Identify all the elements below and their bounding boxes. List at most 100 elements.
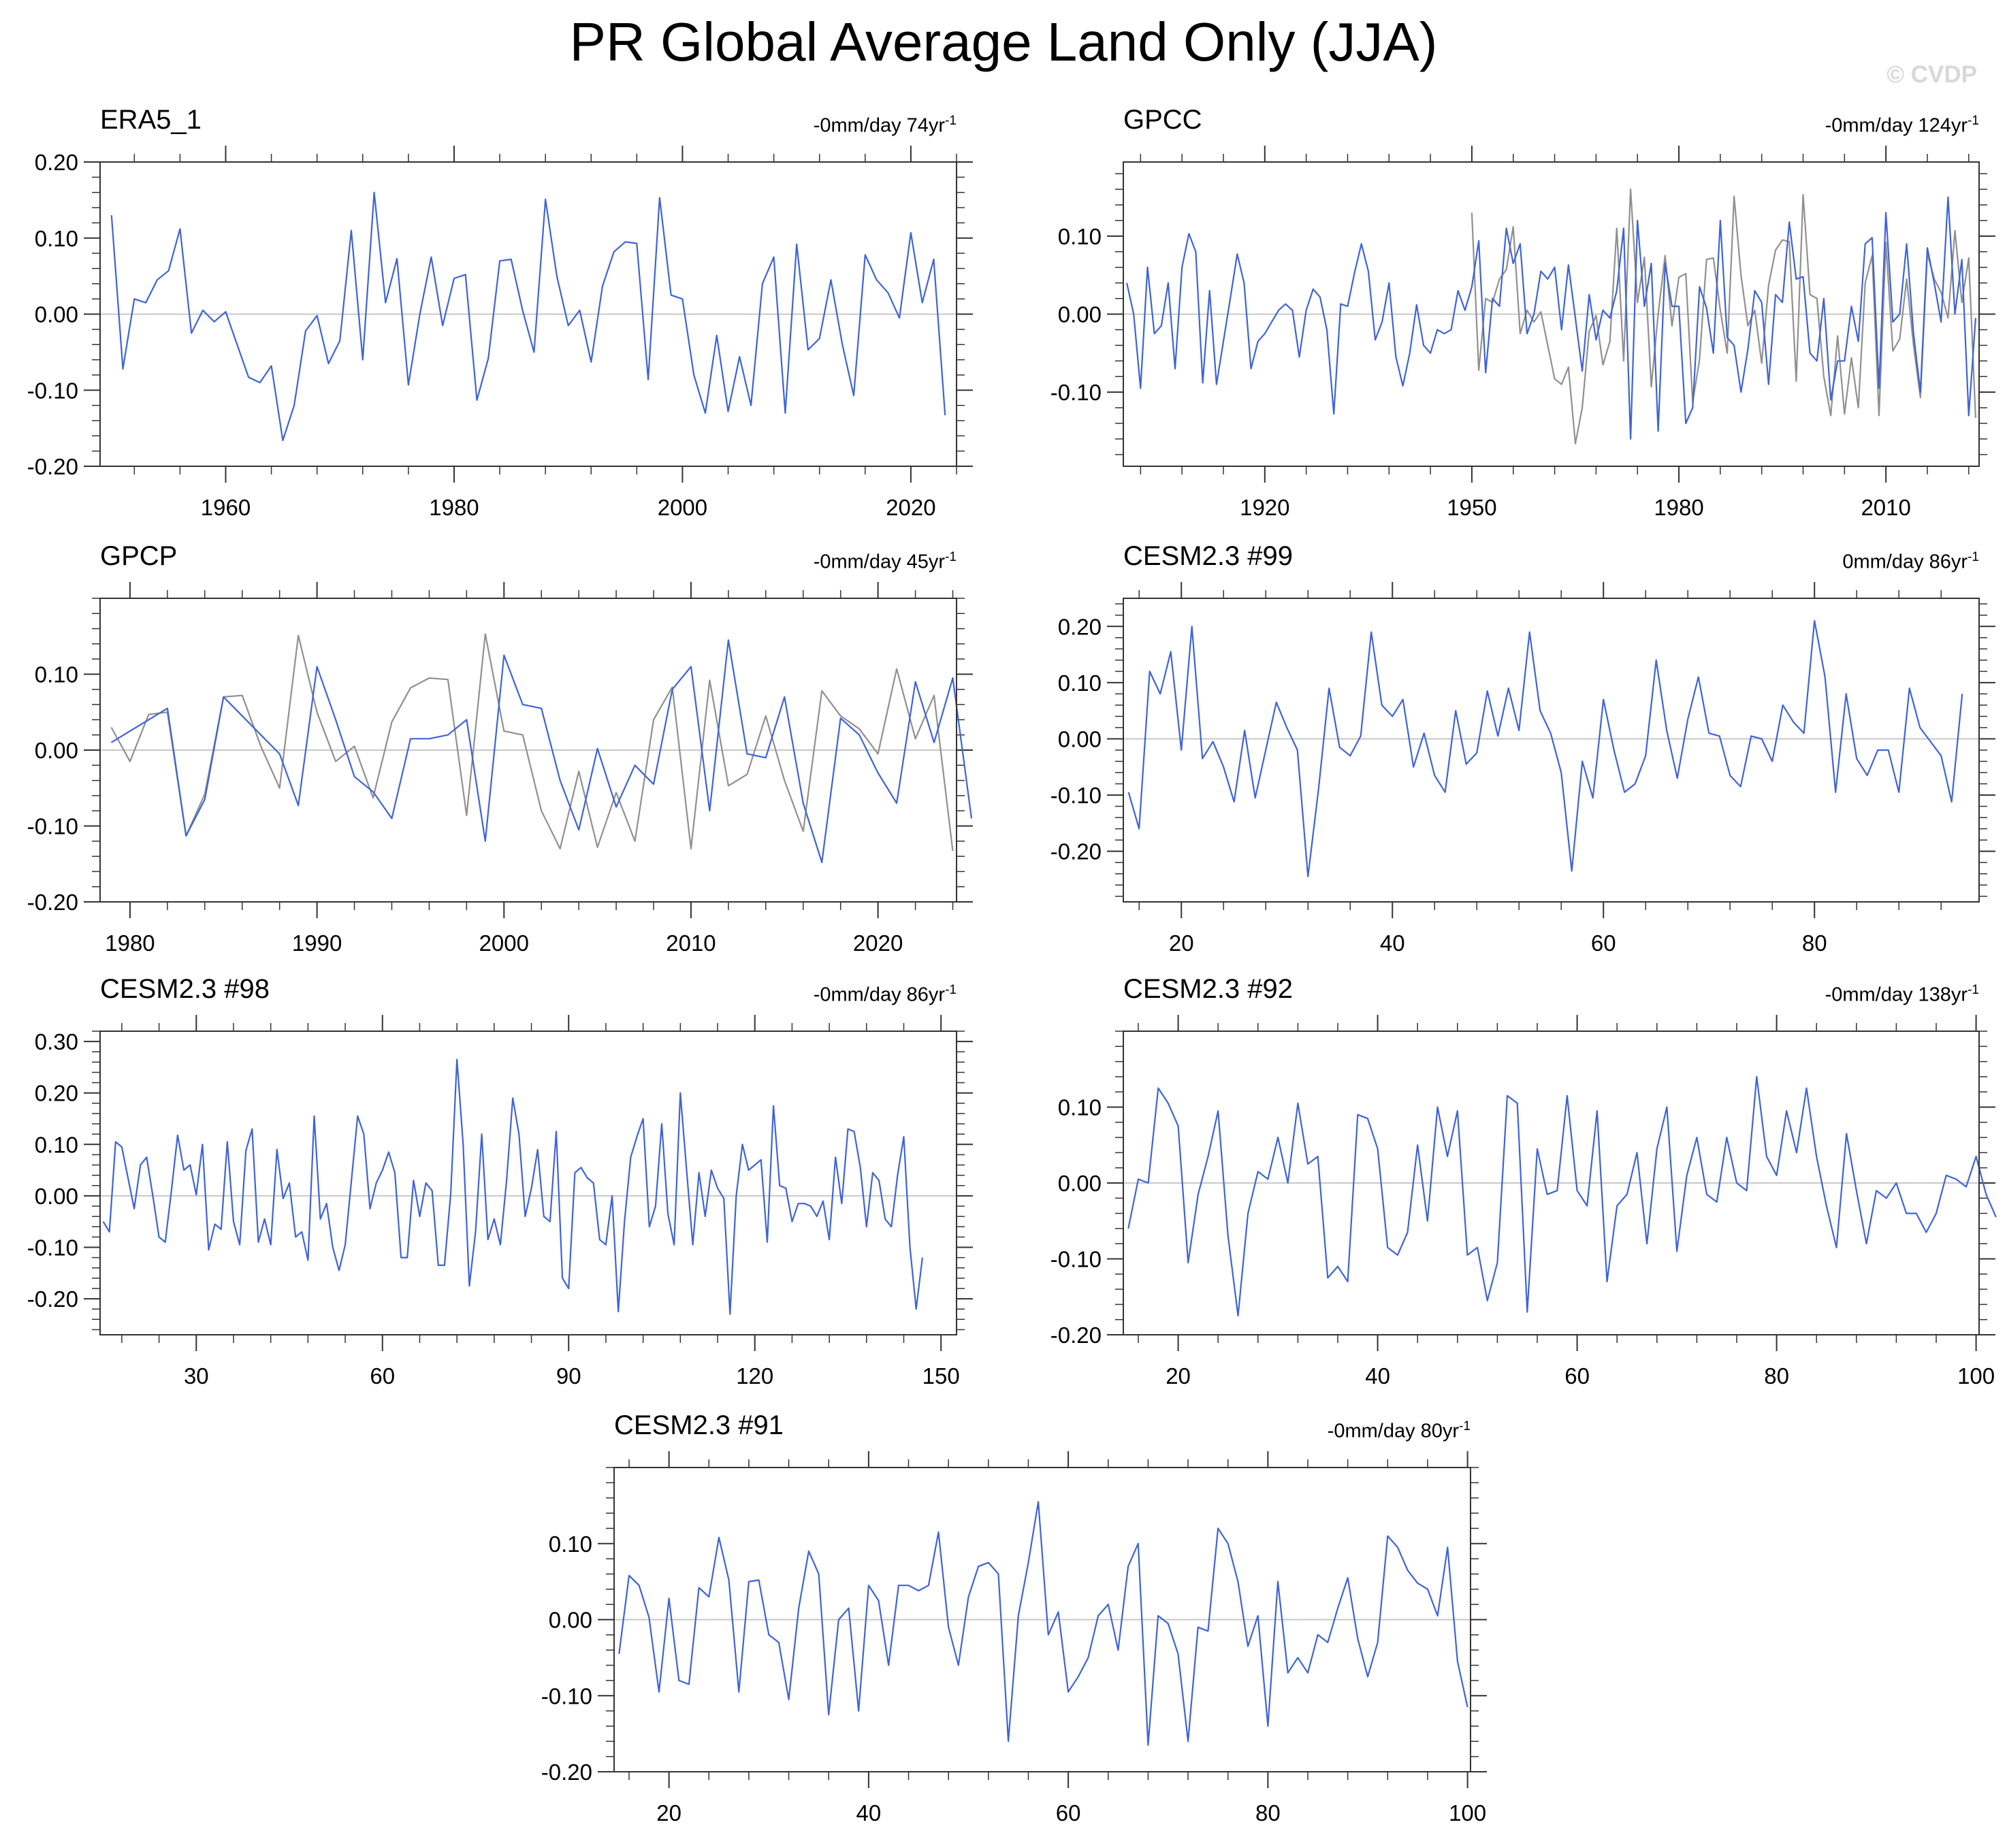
panel-trend-label: -0mm/day 45yr-1: [814, 545, 957, 574]
panel-title: CESM2.3 #98: [100, 974, 270, 1004]
x-tick-label: 100: [1957, 1363, 1995, 1389]
chart-plot: -0.10 0.00 0.10 1920 1950 1980 2010: [1050, 146, 1995, 520]
x-tick-label: 1920: [1240, 495, 1289, 520]
y-tick-label: 0.20: [35, 1081, 78, 1106]
x-tick-label: 60: [1564, 1363, 1590, 1389]
series-line: [618, 1501, 1468, 1746]
plot-frame: [99, 161, 957, 467]
chart-panel: ERA5_1 -0mm/day 74yr-1 -0.20 -0.10 0.00 0.10 0…: [27, 105, 973, 520]
x-tick-label: 20: [1166, 1363, 1191, 1389]
x-tick-label: 90: [556, 1363, 581, 1389]
x-tick-label: 20: [656, 1800, 681, 1826]
x-tick-label: 120: [736, 1363, 773, 1389]
x-tick-label: 2010: [1861, 495, 1910, 520]
x-tick-label: 1980: [105, 930, 155, 956]
obs-series-line: [110, 633, 954, 852]
x-tick-label: 80: [1255, 1800, 1281, 1826]
trend-exponent: -1: [945, 114, 957, 128]
y-tick-label: -0.10: [541, 1683, 592, 1708]
y-tick-label: 0.10: [1058, 224, 1102, 249]
y-tick-label: 0.20: [1058, 614, 1102, 639]
chart-plot: -0.20 -0.10 0.00 0.10 1980 1990 2000 2010 2020: [27, 582, 973, 956]
y-tick-label: 0.00: [35, 302, 78, 327]
y-tick-label: 0.20: [35, 150, 78, 175]
x-tick-label: 40: [856, 1800, 882, 1826]
x-tick-label: 2000: [658, 495, 707, 520]
series-line: [1127, 1075, 1997, 1317]
x-tick-label: 2020: [886, 495, 935, 520]
x-tick-label: 60: [1056, 1800, 1081, 1826]
trend-value: -0mm/day 124yr: [1825, 114, 1968, 137]
chart-panel: GPCC -0mm/day 124yr-1 -0.10 0.00 0.10 1920 195…: [1050, 105, 1995, 520]
trend-exponent: -1: [1968, 114, 1979, 128]
trend-exponent: -1: [1459, 1419, 1471, 1433]
panel-trend-label: -0mm/day 138yr-1: [1825, 978, 1979, 1007]
y-tick-label: 0.00: [35, 1184, 78, 1209]
x-tick-label: 2020: [853, 930, 903, 956]
y-tick-label: 0.00: [1058, 1171, 1102, 1196]
trend-value: -0mm/day 86yr: [813, 984, 946, 1006]
y-tick-label: 0.00: [549, 1608, 592, 1633]
trend-value: -0mm/day 45yr: [813, 551, 946, 573]
y-tick-label: 0.00: [1058, 302, 1102, 327]
plot-frame: [1123, 161, 1980, 467]
plot-frame: [613, 1467, 1471, 1772]
panel-trend-label: -0mm/day 124yr-1: [1825, 109, 1979, 138]
figure-title: PR Global Average Land Only (JJA): [569, 12, 1438, 72]
panel-trend-label: -0mm/day 74yr-1: [814, 109, 957, 138]
plot-frame: [1123, 598, 1980, 903]
x-tick-label: 1960: [201, 495, 251, 520]
trend-value: -0mm/day 74yr: [813, 114, 946, 137]
panel-trend-label: -0mm/day 80yr-1: [1328, 1414, 1471, 1444]
x-tick-label: 20: [1169, 930, 1194, 956]
chart-plot: -0.20 -0.10 0.00 0.10 0.20 0.30 30 60 90 120 150: [27, 1015, 973, 1389]
plot-frame: [99, 1031, 957, 1335]
series-line: [1126, 196, 1976, 440]
x-tick-label: 1980: [1654, 495, 1703, 520]
y-tick-label: 0.30: [35, 1029, 78, 1054]
y-tick-label: -0.10: [27, 814, 78, 839]
chart-plot: -0.20 -0.10 0.00 0.10 0.20 1960 1980 2000 2020: [27, 146, 973, 520]
x-tick-label: 2010: [666, 930, 716, 956]
chart-panel: CESM2.3 #99 0mm/day 86yr-1 -0.20 -0.10 0.00 0…: [1050, 541, 1995, 956]
y-tick-label: -0.10: [1050, 380, 1102, 405]
x-tick-label: 100: [1449, 1800, 1486, 1826]
y-tick-label: -0.10: [1050, 783, 1102, 808]
series-line: [1127, 619, 1963, 877]
y-tick-label: 0.10: [549, 1531, 592, 1557]
chart-plot: -0.20 -0.10 0.00 0.10 20 40 60 80 100: [1050, 1015, 1997, 1389]
y-tick-label: -0.20: [541, 1760, 592, 1785]
watermark: © CVDP: [1886, 61, 1977, 88]
obs-series-line: [1471, 188, 1976, 444]
x-tick-label: 1950: [1447, 495, 1496, 520]
y-tick-label: -0.20: [27, 1286, 78, 1312]
chart-panel: CESM2.3 #92 -0mm/day 138yr-1 -0.20 -0.10 0.0…: [1050, 974, 1997, 1389]
chart-plot: -0.20 -0.10 0.00 0.10 20 40 60 80 100: [541, 1451, 1487, 1826]
x-tick-label: 80: [1802, 930, 1827, 956]
panel-title: CESM2.3 #99: [1123, 541, 1294, 571]
panel-trend-label: -0mm/day 86yr-1: [814, 978, 957, 1007]
x-tick-label: 40: [1380, 930, 1405, 956]
x-tick-label: 80: [1764, 1363, 1789, 1389]
panel-title: GPCP: [100, 541, 178, 571]
series-line: [102, 1058, 923, 1315]
trend-exponent: -1: [945, 983, 957, 997]
trend-exponent: -1: [1968, 983, 1979, 997]
x-tick-label: 150: [922, 1363, 960, 1389]
panel-title: GPCC: [1123, 105, 1202, 135]
y-tick-label: 0.10: [35, 226, 78, 251]
y-tick-label: -0.20: [27, 890, 78, 915]
chart-panel: GPCP -0mm/day 45yr-1 -0.20 -0.10 0.00 0.10 198…: [27, 541, 973, 956]
x-tick-label: 1980: [429, 495, 479, 520]
y-tick-label: 0.10: [1058, 670, 1102, 696]
trend-value: -0mm/day 80yr: [1327, 1420, 1460, 1442]
chart-panel: CESM2.3 #98 -0mm/day 86yr-1 -0.20 -0.10 0.00…: [27, 974, 973, 1389]
x-tick-label: 60: [370, 1363, 395, 1389]
y-tick-label: 0.10: [1058, 1095, 1102, 1120]
y-tick-label: -0.10: [27, 378, 78, 403]
trend-value: 0mm/day 86yr: [1842, 551, 1968, 573]
x-tick-label: 2000: [479, 930, 529, 956]
y-tick-label: 0.00: [1058, 726, 1102, 751]
plot-frame: [1123, 1031, 1980, 1335]
panel-title: CESM2.3 #91: [614, 1410, 784, 1440]
